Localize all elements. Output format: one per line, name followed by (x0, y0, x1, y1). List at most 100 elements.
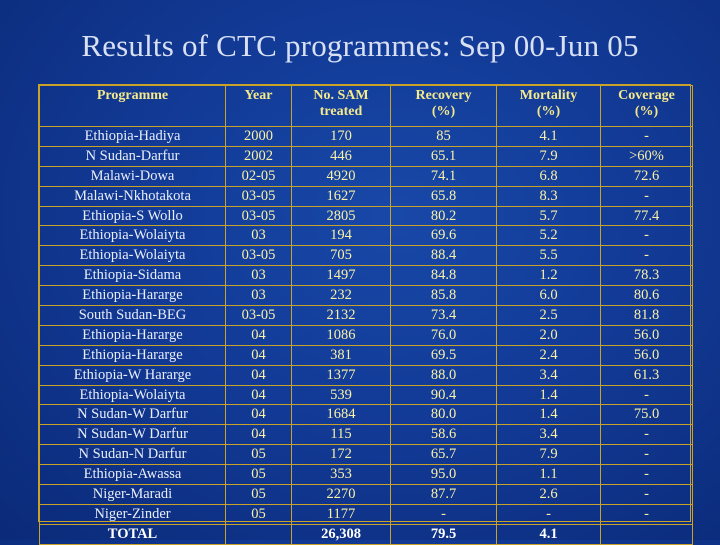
cell-recovery: 74.1 (390, 165, 497, 187)
cell-coverage: 61.3 (600, 364, 693, 386)
cell-sam-treated: 115 (291, 424, 391, 446)
cell-programme: N Sudan-W Darfur (39, 404, 226, 426)
header-programme: Programme (39, 85, 226, 127)
table-row: South Sudan-BEG 03-05 2132 73.4 2.5 81.8 (39, 305, 693, 326)
cell-year: 04 (225, 384, 292, 406)
cell-programme: Ethiopia-Awassa (39, 464, 226, 486)
cell-recovery: 85.8 (390, 285, 497, 307)
total-year (225, 523, 292, 545)
cell-coverage: 80.6 (600, 285, 693, 307)
cell-recovery: 58.6 (390, 424, 497, 446)
cell-sam-treated: 446 (291, 145, 391, 167)
cell-sam-treated: 1684 (291, 404, 391, 426)
total-recovery: 79.5 (390, 523, 497, 545)
cell-coverage: - (600, 444, 693, 466)
cell-sam-treated: 1177 (291, 503, 391, 525)
header-mortality: Mortality (%) (496, 85, 601, 127)
cell-mortality: 5.2 (496, 225, 601, 247)
results-table-container: Programme Year No. SAM treated Recovery (%… (38, 84, 693, 545)
cell-programme: Ethiopia-Hararge (39, 324, 226, 346)
cell-programme: N Sudan-Darfur (39, 145, 226, 167)
cell-sam-treated: 2805 (291, 205, 391, 227)
header-row: Programme Year No. SAM treated Recovery (%… (39, 85, 693, 127)
table-row: Malawi-Nkhotakota 03-05 1627 65.8 8.3- (39, 185, 693, 207)
cell-mortality: 1.4 (496, 404, 601, 426)
table-row: Niger-Maradi 05 2270 87.7 2.6- (39, 484, 693, 505)
cell-recovery: 80.2 (390, 205, 497, 227)
cell-mortality: 2.6 (496, 484, 601, 505)
cell-recovery: 69.5 (390, 344, 497, 366)
cell-sam-treated: 353 (291, 464, 391, 486)
cell-programme: Ethiopia-S Wollo (39, 205, 226, 227)
cell-mortality: 4.1 (496, 126, 601, 147)
header-sam-treated: No. SAM treated (291, 85, 391, 127)
cell-coverage: - (600, 424, 693, 446)
cell-year: 04 (225, 424, 292, 446)
cell-programme: Ethiopia-Wolaiyta (39, 245, 226, 267)
cell-sam-treated: 1086 (291, 324, 391, 346)
cell-programme: Malawi-Nkhotakota (39, 185, 226, 207)
cell-programme: Ethiopia-W Hararge (39, 364, 226, 386)
cell-coverage: - (600, 225, 693, 247)
cell-year: 03-05 (225, 305, 292, 326)
table-row: Ethiopia-Hadiya 2000 170 85 4.1- (39, 126, 693, 147)
cell-mortality: 2.4 (496, 344, 601, 366)
table-row: N Sudan-N Darfur 05 172 65.7 7.9- (39, 444, 693, 466)
cell-programme: Ethiopia-Wolaiyta (39, 225, 226, 247)
cell-year: 05 (225, 464, 292, 486)
cell-sam-treated: 194 (291, 225, 391, 247)
cell-programme: South Sudan-BEG (39, 305, 226, 326)
cell-coverage: - (600, 384, 693, 406)
cell-year: 05 (225, 444, 292, 466)
cell-sam-treated: 1497 (291, 265, 391, 287)
cell-coverage: 81.8 (600, 305, 693, 326)
cell-sam-treated: 2132 (291, 305, 391, 326)
cell-programme: Ethiopia-Sidama (39, 265, 226, 287)
total-programme: TOTAL (39, 523, 226, 545)
cell-mortality: 6.8 (496, 165, 601, 187)
table-row: Ethiopia-Sidama 03 1497 84.8 1.2 78.3 (39, 265, 693, 287)
slide-title: Results of CTC programmes: Sep 00-Jun 05 (81, 28, 639, 63)
header-recovery: Recovery (%) (390, 85, 497, 127)
cell-recovery: 88.4 (390, 245, 497, 267)
cell-recovery: 73.4 (390, 305, 497, 326)
cell-year: 05 (225, 484, 292, 505)
cell-coverage: 78.3 (600, 265, 693, 287)
table-row: Ethiopia-W Hararge 04 1377 88.0 3.4 61.3 (39, 364, 693, 386)
cell-coverage: - (600, 503, 693, 525)
cell-recovery: 65.7 (390, 444, 497, 466)
cell-coverage: 56.0 (600, 324, 693, 346)
total-mortality: 4.1 (496, 523, 601, 545)
cell-mortality: 5.7 (496, 205, 601, 227)
cell-coverage: 75.0 (600, 404, 693, 426)
cell-recovery: 95.0 (390, 464, 497, 486)
cell-coverage: - (600, 484, 693, 505)
cell-recovery: - (390, 503, 497, 525)
cell-recovery: 69.6 (390, 225, 497, 247)
table-body: Ethiopia-Hadiya 2000 170 85 4.1- N Sudan-Darf… (39, 126, 693, 545)
cell-mortality: 6.0 (496, 285, 601, 307)
cell-recovery: 76.0 (390, 324, 497, 346)
cell-year: 03-05 (225, 245, 292, 267)
table-row: Niger-Zinder 05 1177- - - (39, 503, 693, 525)
results-table: Programme Year No. SAM treated Recovery (%… (39, 85, 693, 545)
cell-sam-treated: 2270 (291, 484, 391, 505)
cell-recovery: 90.4 (390, 384, 497, 406)
cell-year: 05 (225, 503, 292, 525)
cell-mortality: - (496, 503, 601, 525)
table-row: N Sudan-W Darfur 04 115 58.6 3.4- (39, 424, 693, 446)
table-row: Ethiopia-Wolaiyta 03-05 705 88.4 5.5- (39, 245, 693, 267)
cell-coverage: 56.0 (600, 344, 693, 366)
cell-mortality: 2.0 (496, 324, 601, 346)
table-row: Malawi-Dowa 02-05 4920 74.1 6.8 72.6 (39, 165, 693, 187)
total-row: TOTAL 26,308 79.5 4.1 (39, 523, 693, 545)
cell-sam-treated: 381 (291, 344, 391, 366)
cell-mortality: 7.9 (496, 444, 601, 466)
table-row: Ethiopia-Hararge 04 1086 76.0 2.0 56.0 (39, 324, 693, 346)
total-sam-treated: 26,308 (291, 523, 391, 545)
cell-mortality: 5.5 (496, 245, 601, 267)
cell-year: 04 (225, 364, 292, 386)
cell-year: 2000 (225, 126, 292, 147)
cell-recovery: 84.8 (390, 265, 497, 287)
cell-year: 03 (225, 225, 292, 247)
